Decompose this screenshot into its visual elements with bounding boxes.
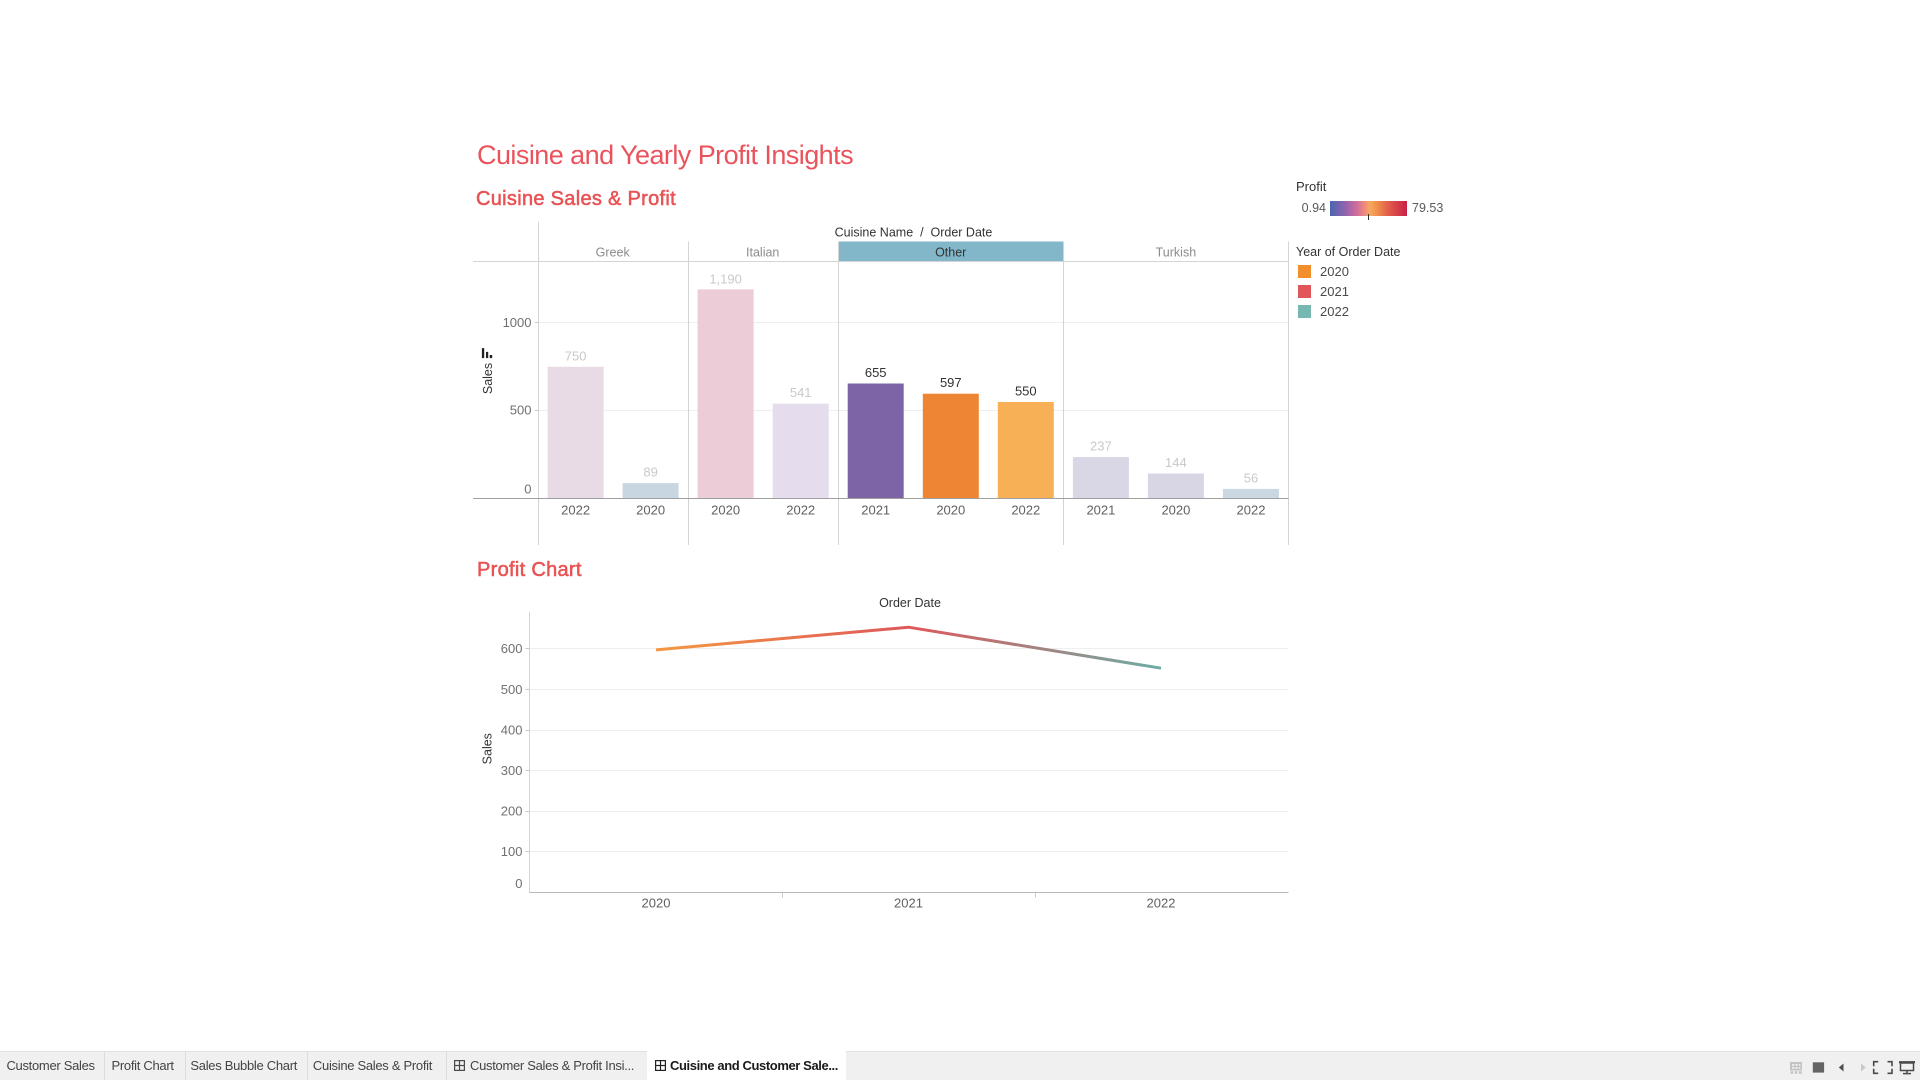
svg-text:Order Date: Order Date (879, 596, 941, 610)
svg-text:550: 550 (1015, 384, 1037, 399)
svg-text:Turkish: Turkish (1156, 246, 1197, 260)
svg-text:2022: 2022 (1237, 502, 1266, 517)
svg-text:Sales: Sales (481, 363, 495, 394)
svg-text:750: 750 (565, 348, 587, 363)
svg-text:Cuisine Name / Order Date: Cuisine Name / Order Date (835, 226, 993, 240)
svg-text:600: 600 (501, 641, 523, 656)
svg-text:2020: 2020 (1161, 502, 1190, 517)
svg-text:2022: 2022 (1147, 896, 1176, 911)
svg-text:500: 500 (510, 403, 532, 418)
svg-text:2020: 2020 (642, 896, 671, 911)
svg-text:2022: 2022 (1011, 502, 1040, 517)
svg-text:597: 597 (940, 375, 962, 390)
svg-text:100: 100 (501, 844, 523, 859)
svg-text:655: 655 (865, 365, 887, 380)
svg-text:200: 200 (501, 804, 523, 819)
svg-text:500: 500 (501, 682, 523, 697)
svg-text:0: 0 (515, 876, 522, 891)
svg-text:1000: 1000 (503, 315, 532, 330)
svg-text:2020: 2020 (711, 502, 740, 517)
svg-text:Other: Other (935, 246, 966, 260)
svg-text:2020: 2020 (936, 502, 965, 517)
svg-text:Italian: Italian (746, 246, 779, 260)
svg-text:0: 0 (524, 482, 531, 497)
svg-text:2020: 2020 (636, 502, 665, 517)
svg-text:400: 400 (501, 722, 523, 737)
svg-text:2022: 2022 (786, 502, 815, 517)
svg-text:2021: 2021 (1086, 502, 1115, 517)
svg-text:Greek: Greek (596, 246, 631, 260)
svg-text:1,190: 1,190 (709, 271, 742, 286)
svg-text:2022: 2022 (561, 502, 590, 517)
svg-text:56: 56 (1244, 470, 1258, 485)
svg-text:144: 144 (1165, 455, 1187, 470)
svg-text:237: 237 (1090, 439, 1112, 454)
svg-text:2021: 2021 (861, 502, 890, 517)
svg-text:300: 300 (501, 763, 523, 778)
svg-text:Sales: Sales (481, 733, 495, 764)
svg-text:89: 89 (643, 465, 657, 480)
svg-text:541: 541 (790, 385, 812, 400)
svg-text:2021: 2021 (894, 896, 923, 911)
